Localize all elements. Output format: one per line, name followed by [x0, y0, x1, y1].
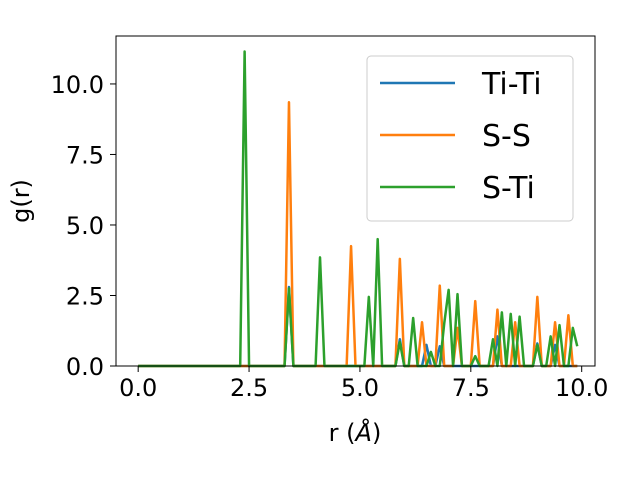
legend-label: S-Ti — [482, 171, 535, 206]
y-tick-label: 5.0 — [66, 212, 104, 240]
legend-label: S-S — [482, 119, 531, 154]
x-tick-label: 0.0 — [119, 374, 157, 402]
x-tick-label: 5.0 — [341, 374, 379, 402]
legend: Ti-Ti S-S S-Ti — [366, 55, 574, 222]
x-axis-ticks: 0.0 2.5 5.0 7.5 10.0 — [119, 366, 608, 402]
x-tick-label: 2.5 — [230, 374, 268, 402]
x-tick-label: 7.5 — [452, 374, 490, 402]
legend-entries: Ti-Ti S-S S-Ti — [380, 67, 542, 206]
legend-label: Ti-Ti — [481, 67, 542, 102]
y-tick-label: 0.0 — [66, 353, 104, 381]
x-axis-label-close: ) — [372, 419, 381, 447]
y-axis-label: g(r) — [7, 179, 35, 223]
x-axis-label: r (Å) — [329, 418, 382, 447]
y-axis-ticks: 0.0 2.5 5.0 7.5 10.0 — [51, 71, 116, 381]
x-axis-label-text: r ( — [329, 419, 356, 447]
x-tick-label: 10.0 — [555, 374, 608, 402]
legend-box — [366, 55, 574, 222]
y-tick-label: 10.0 — [51, 71, 104, 99]
series-line-s-ti — [138, 50, 579, 368]
plot-frame — [115, 35, 596, 367]
y-tick-label: 7.5 — [66, 141, 104, 169]
x-axis-label-unit: Å — [354, 418, 372, 447]
y-tick-label: 2.5 — [66, 282, 104, 310]
